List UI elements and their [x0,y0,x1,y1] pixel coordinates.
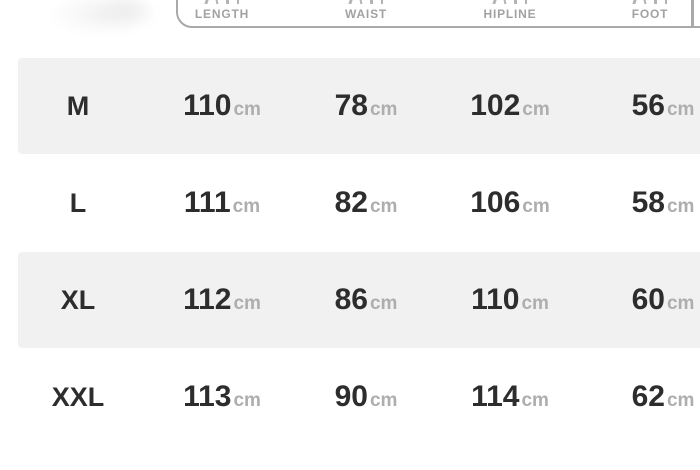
size-label: L [69,188,87,218]
value-cell-length: 111 cm [152,155,292,251]
size-cell: M [18,58,138,154]
cropped-cjk-label-strokes [590,0,700,4]
measure-value: 106 [470,186,521,219]
size-cell: XXL [18,349,138,445]
value-cell-hipline: 106 cm [440,155,580,251]
value-cell-foot: 58 cm [588,155,700,251]
value-cell-foot: 62 cm [588,349,700,445]
value-cell-foot: 56 cm [588,58,700,154]
size-label: XXL [51,382,105,412]
measure-value: 60 [631,283,665,316]
cropped-cjk-label-strokes [450,0,570,4]
unit-label: cm [369,293,398,314]
cropped-cjk-label-strokes [162,0,282,4]
table-row-m: M 110 cm 78 cm 102 cm 56 cm [0,58,700,154]
unit-label: cm [666,99,695,120]
column-header-label: HIPLINE [483,7,537,21]
unit-label: cm [666,196,695,217]
value-cell-length: 112 cm [152,252,292,348]
column-header-waist: WAIST [306,0,426,21]
size-cell: L [18,155,138,251]
measure-value: 90 [334,380,368,413]
unit-label: cm [666,390,695,411]
header-column-divider [691,0,694,26]
size-label: XL [60,285,96,315]
unit-label: cm [233,390,261,411]
value-cell-length: 110 cm [152,58,292,154]
measure-value: 110 [471,283,520,316]
size-label: M [66,91,90,121]
column-header-length: LENGTH [162,0,282,21]
unit-label: cm [369,390,398,411]
measure-value: 114 [471,380,520,413]
value-cell-waist: 86 cm [296,252,436,348]
value-cell-waist: 78 cm [296,58,436,154]
unit-label: cm [232,196,261,217]
column-header-hipline: HIPLINE [450,0,570,21]
measure-value: 86 [334,283,368,316]
measure-value: 62 [631,380,665,413]
unit-label: cm [666,293,695,314]
unit-label: cm [522,99,550,120]
value-cell-foot: 60 cm [588,252,700,348]
column-header-card [176,0,700,28]
measure-value: 82 [334,186,368,219]
measure-value: 78 [334,89,368,122]
value-cell-hipline: 102 cm [440,58,580,154]
row-shade-band [18,252,700,348]
unit-label: cm [521,390,549,411]
unit-label: cm [233,293,261,314]
measure-value: 113 [183,380,232,413]
measure-value: 112 [183,283,232,316]
table-row-l: L 111 cm 82 cm 106 cm 58 cm [0,155,700,251]
cropped-photo-remnant [90,0,160,33]
row-shade-band [18,58,700,154]
table-row-xxl: XXL 113 cm 90 cm 114 cm 62 cm [0,349,700,445]
value-cell-hipline: 110 cm [440,252,580,348]
column-header-label: LENGTH [194,7,250,21]
unit-label: cm [522,196,550,217]
value-cell-hipline: 114 cm [440,349,580,445]
cropped-cjk-label-strokes [306,0,426,4]
measure-value: 111 [183,186,231,219]
column-header-label: WAIST [345,7,387,21]
measure-value: 58 [631,186,665,219]
measure-value: 56 [631,89,665,122]
unit-label: cm [369,99,398,120]
value-cell-length: 113 cm [152,349,292,445]
value-cell-waist: 82 cm [296,155,436,251]
size-cell: XL [18,252,138,348]
unit-label: cm [369,196,398,217]
column-header-foot: FOOT [590,0,700,21]
table-row-xl: XL 112 cm 86 cm 110 cm 60 cm [0,252,700,348]
value-cell-waist: 90 cm [296,349,436,445]
column-header-label: FOOT [631,7,669,21]
measure-value: 102 [470,89,521,122]
unit-label: cm [233,99,261,120]
unit-label: cm [521,293,549,314]
measure-value: 110 [183,89,232,122]
